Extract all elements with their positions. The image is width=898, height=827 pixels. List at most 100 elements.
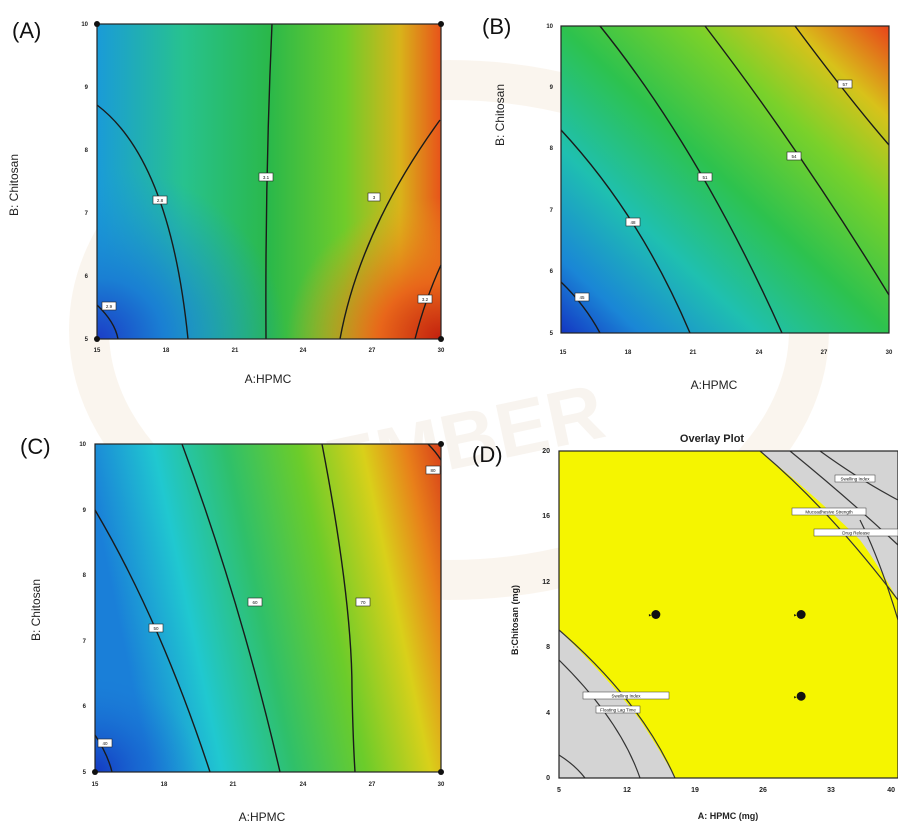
panel-b-y-tick: 6: [550, 269, 554, 275]
svg-text:3.1: 3.1: [263, 175, 270, 180]
panel-c-y-tick: 9: [83, 508, 87, 514]
panel-b-plot-area: [560, 25, 890, 334]
panel-a-contour-label: 2.8: [152, 195, 168, 205]
panel-c-y-tick: 6: [83, 704, 87, 710]
panel-b-y-axis-title: B: Chitosan: [493, 84, 507, 146]
panel-c-x-tick: 15: [92, 782, 99, 788]
panel-a-x-ticks: 15 18 21 24 27 30: [94, 348, 445, 354]
svg-text:50: 50: [153, 626, 159, 631]
panel-c-contour-label: 60: [247, 597, 263, 607]
panel-d-design-point: [796, 691, 806, 701]
svg-text:2.9: 2.9: [106, 304, 113, 309]
panel-b-x-axis-title: A:HPMC: [691, 378, 738, 392]
panel-d-boundary: [558, 659, 641, 779]
panel-b-letter: (B): [482, 14, 511, 39]
panel-b-y-tick: 10: [546, 24, 553, 30]
panel-d-letter: (D): [472, 442, 503, 467]
panel-a-y-tick: 9: [85, 85, 89, 91]
panel-d-boundary: [558, 629, 676, 779]
panel-c-y-ticks: 5 6 7 8 9 10: [79, 442, 86, 776]
panel-d-design-points: ▸ ▸ ▸: [649, 610, 806, 701]
panel-c-x-tick: 18: [161, 782, 168, 788]
panel-b-y-tick: 7: [550, 208, 554, 214]
panel-a-plot-area: [96, 23, 442, 340]
panel-d-x-tick: 12: [623, 787, 631, 794]
panel-a-contour-labels: 2.9 2.8 3.1 3 3.2: [101, 172, 433, 311]
panel-d-boundary-label: Drug Release: [813, 528, 898, 537]
panel-a-contour: [339, 119, 441, 340]
panel-d-design-point-marker: ▸: [794, 694, 797, 700]
panel-d-x-ticks: 5 12 19 26 33 40: [557, 787, 895, 794]
panel-c-contour-label: 50: [148, 623, 164, 633]
panel-a-y-tick: 5: [85, 337, 89, 343]
panel-c-corner-point: [438, 769, 444, 775]
panel-b-x-tick: 30: [886, 350, 893, 356]
panel-d-boundary: [859, 519, 898, 621]
svg-text:2.8: 2.8: [157, 198, 164, 203]
svg-text:Swelling Index: Swelling Index: [611, 694, 641, 699]
panel-b-contour-label: 54: [786, 151, 802, 161]
panel-a-y-tick: 8: [85, 148, 89, 154]
panel-d-boundary-labels: Swelling Index Mucoadhesive Strength Dru…: [582, 474, 898, 714]
panel-a-letter: (A): [12, 18, 41, 43]
panel-a-x-axis-title: A:HPMC: [245, 372, 292, 386]
panel-a-x-tick: 21: [232, 348, 239, 354]
panel-d-y-ticks: 0 4 8 12 16 20: [542, 448, 550, 782]
panel-d-y-tick: 20: [542, 448, 550, 455]
panel-c-x-tick: 24: [300, 782, 307, 788]
svg-text:45: 45: [579, 295, 585, 300]
panel-c-x-tick: 30: [438, 782, 445, 788]
svg-text:Drug Release: Drug Release: [842, 531, 870, 536]
panel-a-contour-label: 3.1: [258, 172, 274, 182]
panel-c-y-tick: 7: [83, 639, 87, 645]
panel-a-corner-point: [94, 336, 100, 342]
svg-text:3: 3: [373, 195, 376, 200]
panel-d-x-tick: 26: [759, 787, 767, 794]
panel-c-contour: [427, 443, 442, 461]
svg-text:54: 54: [791, 154, 797, 159]
panel-a-contour-label: 3: [367, 192, 381, 202]
panel-b-x-tick: 24: [756, 350, 763, 356]
panel-c-plot-area: [94, 443, 442, 773]
panel-c-contour-labels: 40 50 60 70 80: [97, 465, 441, 748]
panel-d-infeasible-region: [559, 630, 675, 778]
svg-text:40: 40: [102, 741, 108, 746]
panel-a-corner-point: [438, 21, 444, 27]
panel-d-boundary-label: Swelling Index: [582, 691, 670, 700]
panel-d-y-tick: 12: [542, 579, 550, 586]
svg-text:80: 80: [430, 468, 436, 473]
panel-a-contour-label: 3.2: [417, 294, 433, 304]
panel-d-x-tick: 5: [557, 787, 561, 794]
panel-a-x-tick: 24: [300, 348, 307, 354]
panel-d-design-point-marker: ▸: [649, 613, 652, 619]
panel-b-contour: [794, 25, 890, 146]
panel-b-contour-label: 48: [625, 217, 641, 227]
panel-b-contour: [560, 281, 601, 334]
panel-b-contour-label: 45: [574, 292, 590, 302]
panel-c-corner-point: [438, 441, 444, 447]
panel-d-boundary-label: Swelling Index: [834, 474, 876, 483]
panel-b-x-tick: 18: [625, 350, 632, 356]
svg-text:Swelling Index: Swelling Index: [840, 477, 870, 482]
panel-c-x-tick: 27: [369, 782, 376, 788]
panel-d-y-tick: 8: [546, 644, 550, 651]
panel-c-x-axis-title: A:HPMC: [239, 810, 286, 824]
panel-d-y-tick: 0: [546, 775, 550, 782]
panel-b-y-tick: 9: [550, 85, 554, 91]
panel-c-contour: [94, 734, 113, 773]
panel-d-design-point-marker: ▸: [794, 613, 797, 619]
panel-c-contour-label: 40: [97, 738, 113, 748]
svg-text:60: 60: [252, 600, 258, 605]
panel-c-x-tick: 21: [230, 782, 237, 788]
panel-a-y-tick: 10: [81, 22, 88, 28]
panel-d-design-point: [651, 610, 661, 619]
panel-c-x-ticks: 15 18 21 24 27 30: [92, 782, 445, 788]
panel-a-y-axis-title: B: Chitosan: [7, 154, 21, 216]
panel-a-corner-point: [94, 21, 100, 27]
panel-b-contour-labels: 45 48 51 54 57: [574, 79, 853, 302]
panel-d-x-axis-title: A: HPMC (mg): [698, 811, 759, 821]
panel-b-contour-label: 57: [837, 79, 853, 89]
panel-b-x-tick: 27: [821, 350, 828, 356]
panel-b-contour: [599, 25, 783, 334]
